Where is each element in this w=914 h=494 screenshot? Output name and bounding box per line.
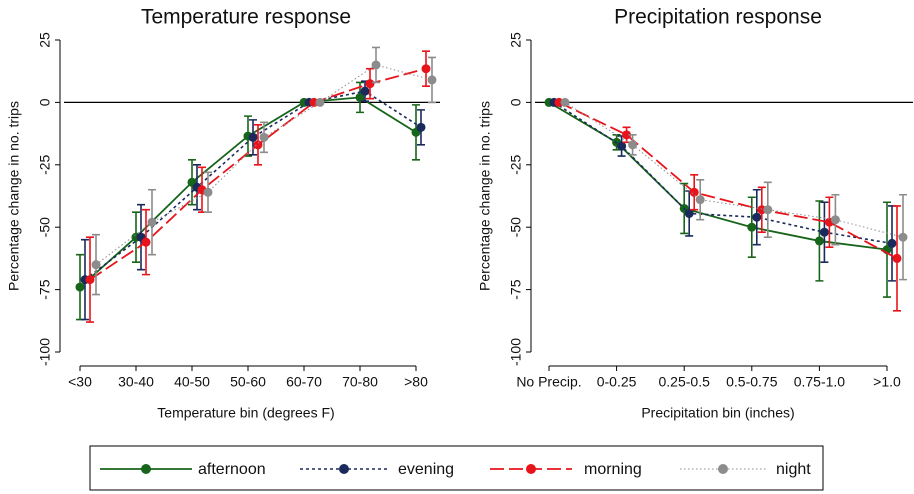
y-tick-label: -25 — [37, 154, 53, 174]
point — [365, 79, 375, 89]
series-line — [564, 101, 904, 238]
legend-label: afternoon — [198, 461, 266, 478]
point — [898, 232, 908, 242]
x-tick-label: 0-0.25 — [597, 374, 637, 390]
legend-label: evening — [398, 461, 454, 478]
point — [628, 140, 638, 150]
x-tick-label: >80 — [404, 374, 428, 390]
legend-marker — [718, 464, 728, 474]
y-tick-label: -75 — [37, 279, 53, 299]
legend-box — [89, 445, 824, 491]
point — [85, 275, 95, 285]
x-tick-label: 60-70 — [286, 374, 322, 390]
point — [747, 222, 757, 232]
point — [622, 130, 632, 140]
y-tick-label: -75 — [508, 279, 524, 299]
point — [684, 208, 694, 218]
point — [355, 92, 365, 102]
point — [421, 64, 431, 74]
y-tick-label: 0 — [508, 98, 524, 106]
point — [416, 122, 426, 132]
point — [248, 132, 258, 142]
point — [91, 260, 101, 270]
point — [141, 237, 151, 247]
point — [203, 187, 213, 197]
point — [892, 253, 902, 263]
x-tick-label: 70-80 — [342, 374, 378, 390]
y-axis-title: Percentage change in no. trips — [6, 101, 22, 291]
point — [75, 282, 85, 292]
y-tick-label: -100 — [508, 338, 524, 366]
x-tick-label: 0.5-0.75 — [726, 374, 778, 390]
x-tick-label: >1.0 — [873, 374, 901, 390]
x-tick-label: 30-40 — [118, 374, 154, 390]
chart-title: Temperature response — [141, 6, 351, 29]
y-tick-label: 25 — [508, 32, 524, 48]
x-axis-title: Precipitation bin (inches) — [641, 405, 794, 421]
point — [315, 97, 325, 107]
point — [887, 238, 897, 248]
series-line — [558, 101, 898, 260]
legend-marker — [141, 464, 151, 474]
point — [689, 187, 699, 197]
point — [147, 217, 157, 227]
x-tick-label: <30 — [68, 374, 92, 390]
point — [427, 75, 437, 85]
y-tick-label: 0 — [37, 98, 53, 106]
x-tick-label: 0.25-0.5 — [659, 374, 711, 390]
point — [560, 97, 570, 107]
x-tick-label: No Precip. — [516, 374, 581, 390]
y-tick-label: -50 — [37, 217, 53, 237]
x-axis-title: Temperature bin (degrees F) — [157, 405, 334, 421]
y-tick-label: -25 — [508, 154, 524, 174]
point — [830, 215, 840, 225]
point — [695, 195, 705, 205]
legend-label: night — [776, 461, 811, 478]
y-axis-title: Percentage change in no. trips — [477, 101, 493, 291]
point — [819, 227, 829, 237]
y-tick-label: -50 — [508, 217, 524, 237]
y-tick-label: -100 — [37, 338, 53, 366]
x-tick-label: 50-60 — [230, 374, 266, 390]
point — [371, 60, 381, 70]
point — [814, 236, 824, 246]
legend-marker — [526, 464, 536, 474]
chart-title: Precipitation response — [614, 6, 822, 29]
point — [259, 132, 269, 142]
point — [360, 86, 370, 96]
point — [763, 205, 773, 215]
point — [752, 212, 762, 222]
y-tick-label: 25 — [37, 32, 53, 48]
legend-marker — [339, 464, 349, 474]
x-tick-label: 0.75-1.0 — [794, 374, 846, 390]
legend-label: morning — [584, 461, 642, 478]
x-tick-label: 40-50 — [174, 374, 210, 390]
point — [253, 140, 263, 150]
point — [617, 141, 627, 151]
